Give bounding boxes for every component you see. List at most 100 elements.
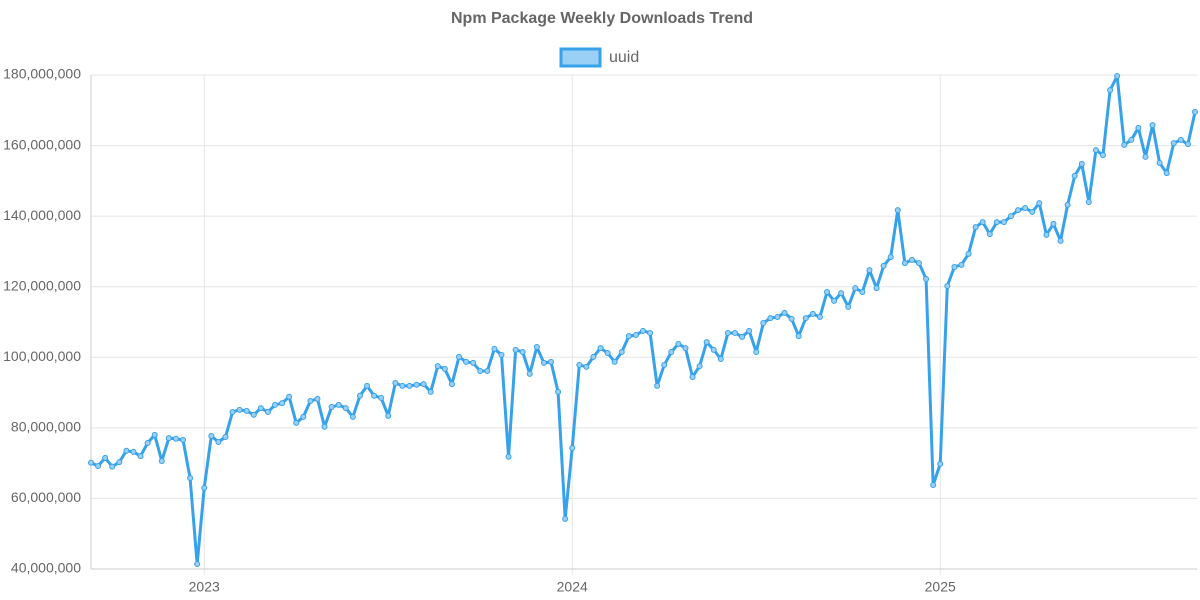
point [293,419,300,426]
point [1177,136,1184,143]
point [916,260,922,267]
point [137,453,144,460]
point [923,275,930,282]
legend-label: uuid [609,49,639,66]
y-tick-label: 160,000,000 [3,136,81,152]
point [703,339,710,346]
point [682,345,689,352]
point [937,460,944,467]
point [675,340,682,347]
point [385,412,392,419]
point [399,382,406,389]
point [279,400,286,407]
point [774,314,781,321]
point [123,447,130,454]
point [618,348,625,355]
point [356,392,363,399]
point [717,356,724,363]
point [661,362,668,369]
point [1085,199,1092,206]
series-line [90,74,1197,566]
point [859,289,866,296]
x-tick-label: 2023 [189,579,220,595]
point [448,381,455,388]
point [887,254,894,261]
point [611,358,618,365]
point [187,474,194,481]
point [767,315,774,322]
point [647,329,654,336]
point [1163,170,1170,177]
point [1022,205,1029,212]
y-tick-label: 60,000,000 [11,489,81,505]
point [562,515,569,522]
point [1071,172,1078,179]
point [102,454,109,461]
point [328,404,335,411]
point [477,368,484,375]
point [201,484,208,491]
point [321,423,328,430]
point [498,351,505,358]
point [540,359,547,366]
x-tick-label: 2025 [925,579,956,595]
point [484,368,491,375]
point [264,408,271,415]
point [696,363,703,370]
point [979,219,986,226]
point [165,435,172,442]
point [1008,213,1014,220]
point [555,388,562,395]
point [257,405,264,412]
point [286,393,293,400]
point [172,435,179,442]
point [470,359,477,366]
point [526,370,533,377]
point [130,448,137,455]
point [625,333,632,340]
point [965,250,972,257]
point [760,320,767,327]
point [951,263,958,270]
point [1184,141,1191,148]
point [809,310,816,317]
point [739,333,746,340]
point [349,413,356,420]
point [583,363,590,370]
point [1078,160,1085,167]
point [427,388,434,395]
point [993,219,1000,226]
y-tick-label: 120,000,000 [3,277,81,293]
point [1192,109,1198,116]
point [788,315,795,322]
point [1142,153,1149,160]
point [576,362,583,369]
point [1064,201,1071,208]
point [420,381,427,388]
point [406,382,413,389]
point [1043,231,1050,238]
point [944,283,951,290]
point [604,350,611,357]
point [158,458,165,465]
point [802,315,809,322]
point [824,289,830,296]
point [208,432,215,439]
point [958,261,965,268]
point [441,365,448,372]
point [986,231,993,238]
point [194,561,201,568]
point [1170,140,1177,147]
point [845,303,852,310]
point [533,344,540,351]
point [795,333,802,340]
point [590,353,597,360]
point [1100,152,1106,159]
point [746,327,753,334]
point [1135,124,1142,131]
y-tick-label: 180,000,000 [3,66,81,82]
point [654,382,661,389]
point [392,380,399,387]
point [1050,220,1057,227]
